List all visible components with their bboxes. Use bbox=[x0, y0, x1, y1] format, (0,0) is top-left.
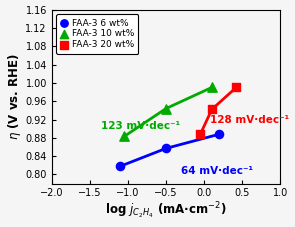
Y-axis label: $\eta$ (V vs. RHE): $\eta$ (V vs. RHE) bbox=[6, 53, 22, 140]
X-axis label: log $j_{C_2H_4}$ (mA·cm$^{-2}$): log $j_{C_2H_4}$ (mA·cm$^{-2}$) bbox=[105, 201, 227, 222]
Text: 128 mV·dec⁻¹: 128 mV·dec⁻¹ bbox=[210, 115, 289, 125]
FAA-3 20 wt% bbox=[209, 108, 214, 111]
FAA-3 6 wt% bbox=[118, 164, 123, 168]
FAA-3 10 wt% bbox=[122, 135, 127, 138]
FAA-3 10 wt% bbox=[164, 107, 168, 110]
FAA-3 10 wt% bbox=[209, 86, 214, 89]
FAA-3 20 wt% bbox=[198, 132, 203, 136]
FAA-3 20 wt% bbox=[234, 86, 239, 89]
Legend: FAA-3 6 wt%, FAA-3 10 wt%, FAA-3 20 wt%: FAA-3 6 wt%, FAA-3 10 wt%, FAA-3 20 wt% bbox=[56, 14, 138, 54]
Text: 64 mV·dec⁻¹: 64 mV·dec⁻¹ bbox=[181, 166, 253, 176]
FAA-3 6 wt% bbox=[164, 147, 168, 150]
FAA-3 6 wt% bbox=[217, 132, 222, 136]
Text: 123 mV·dec⁻¹: 123 mV·dec⁻¹ bbox=[101, 121, 180, 131]
